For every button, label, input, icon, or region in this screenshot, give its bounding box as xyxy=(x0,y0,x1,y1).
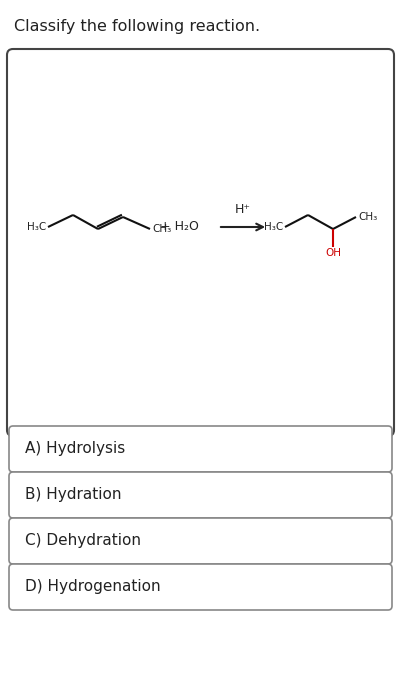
FancyBboxPatch shape xyxy=(9,518,392,564)
Text: H⁺: H⁺ xyxy=(235,203,251,216)
Text: H₃C: H₃C xyxy=(264,222,283,232)
Text: H₃C: H₃C xyxy=(27,222,46,232)
Text: B) Hydration: B) Hydration xyxy=(25,487,122,503)
Text: A) Hydrolysis: A) Hydrolysis xyxy=(25,442,125,456)
Text: CH₃: CH₃ xyxy=(358,212,377,222)
FancyBboxPatch shape xyxy=(9,426,392,472)
Text: C) Dehydration: C) Dehydration xyxy=(25,533,141,549)
FancyBboxPatch shape xyxy=(9,564,392,610)
Text: Classify the following reaction.: Classify the following reaction. xyxy=(14,19,260,34)
Text: + H₂O: + H₂O xyxy=(160,220,199,234)
FancyBboxPatch shape xyxy=(7,49,394,436)
Text: CH₃: CH₃ xyxy=(152,224,171,234)
FancyBboxPatch shape xyxy=(9,472,392,518)
Text: OH: OH xyxy=(325,248,341,258)
Text: D) Hydrogenation: D) Hydrogenation xyxy=(25,580,161,594)
